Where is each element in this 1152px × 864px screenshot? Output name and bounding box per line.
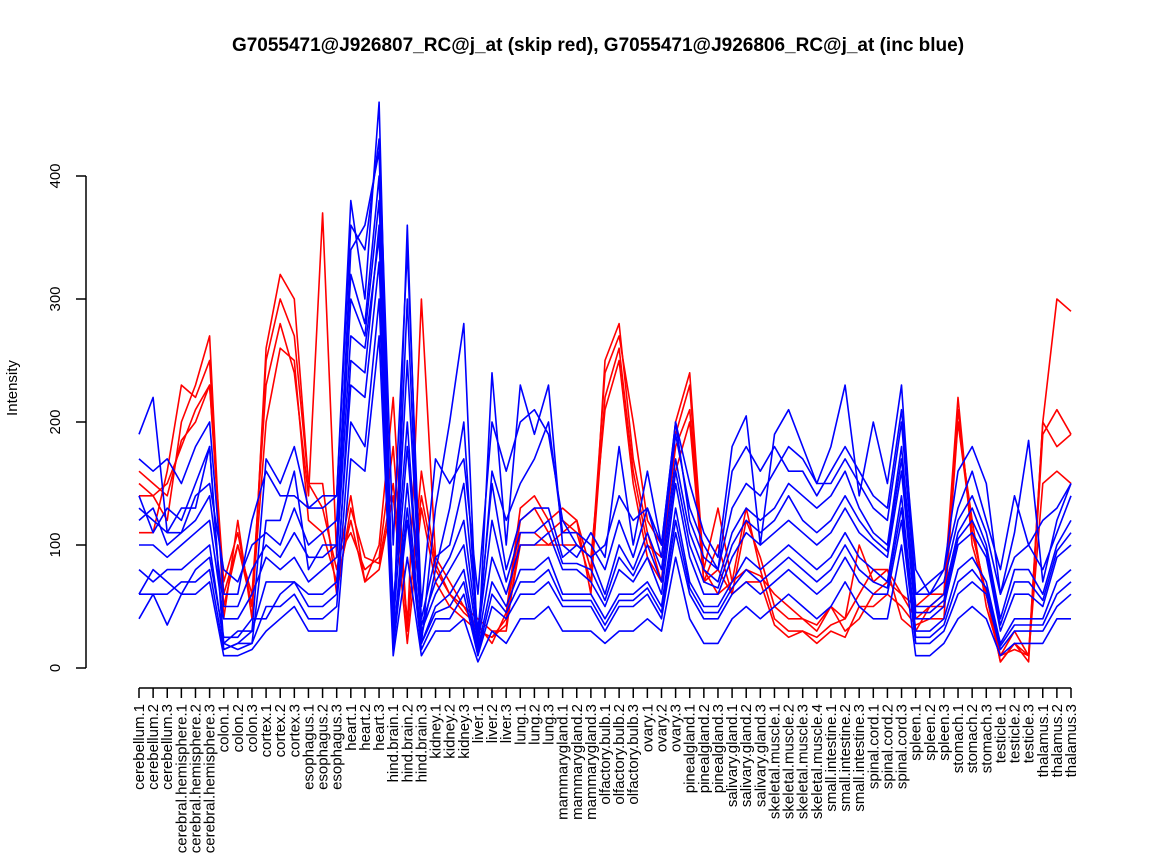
x-tick-label: cortex.1 (258, 704, 275, 757)
x-tick-label: skeletal.muscle.4 (809, 704, 826, 819)
y-ticks: 0 100 200 300 400 (47, 163, 86, 672)
x-tick-label: cerebral.hemisphere.2 (187, 704, 204, 853)
x-tick-label: small.intestine.2 (837, 704, 854, 812)
x-tick-label: liver.1 (470, 704, 487, 743)
x-tick-label: thalamus.2 (1049, 704, 1066, 777)
x-tick-label: ovary.1 (639, 704, 656, 752)
x-tick-label: stomach.2 (964, 704, 981, 773)
inc-blue-series-line-12 (138, 335, 1071, 663)
inc-blue-series-line-9 (139, 236, 1072, 645)
x-tick-label: skeletal.muscle.1 (766, 704, 783, 819)
x-tick-label: cerebellum.2 (145, 704, 162, 790)
skip-red-series-line-4 (139, 347, 1072, 657)
x-tick-label: spinal.cord.2 (879, 704, 896, 789)
x-tick-label: colon.1 (216, 704, 233, 752)
x-tick-label: spleen.1 (908, 704, 925, 761)
x-tick-label: cerebellum.1 (131, 704, 148, 790)
x-tick-label: thalamus.1 (1035, 704, 1052, 777)
x-tick-label: salivary.gland.3 (752, 704, 769, 807)
x-tick-label: kidney.2 (442, 704, 459, 759)
x-tick-label: cortex.2 (272, 704, 289, 757)
series-layer (138, 101, 1072, 663)
y-tick-label: 400 (47, 163, 64, 188)
x-tick-label: salivary.gland.2 (738, 704, 755, 807)
y-tick-label: 300 (47, 286, 64, 311)
x-tick-label: spinal.cord.3 (894, 704, 911, 789)
x-tick-label: testicle.1 (992, 704, 1009, 763)
x-tick-label: esophagus.1 (300, 704, 317, 790)
x-tick-label: colon.2 (230, 704, 247, 752)
inc-blue-series-line-13 (138, 224, 1072, 655)
x-tick-label: cerebral.hemisphere.3 (202, 704, 219, 853)
x-tick-label: spinal.cord.1 (865, 704, 882, 789)
x-tick-label: ovary.3 (668, 704, 685, 752)
y-tick-label: 200 (47, 409, 64, 434)
x-tick-label: heart.1 (343, 704, 360, 751)
x-tick-label: olfactory.bulb.2 (611, 704, 628, 805)
x-tick-label: mammarygland.2 (569, 704, 586, 820)
x-tick-label: salivary.gland.1 (724, 704, 741, 807)
x-tick-label: cerebellum.3 (159, 704, 176, 790)
x-tick-label: esophagus.3 (329, 704, 346, 790)
x-tick-label: heart.3 (371, 704, 388, 751)
x-tick-label: hind.brain.1 (385, 704, 402, 782)
x-tick-label: kidney.3 (456, 704, 473, 759)
x-tick-label: lung.3 (541, 704, 558, 745)
x-tick-label: liver.3 (498, 704, 515, 743)
x-tick-label: spleen.3 (936, 704, 953, 761)
inc-blue-series-line-7 (138, 150, 1072, 651)
x-tick-label: testicle.2 (1007, 704, 1024, 763)
x-tick-label: olfactory.bulb.1 (597, 704, 614, 805)
x-tick-label: lung.1 (512, 704, 529, 745)
x-tick-label: pinealgland.3 (710, 704, 727, 793)
x-ticks: cerebellum.1cerebellum.2cerebellum.3cere… (131, 688, 1080, 853)
x-tick-label: colon.3 (244, 704, 261, 752)
x-tick-label: cerebral.hemisphere.1 (173, 704, 190, 853)
x-tick-label: thalamus.3 (1063, 704, 1080, 777)
x-tick-label: skeletal.muscle.2 (781, 704, 798, 819)
y-axis-label: Intensity (4, 360, 21, 416)
x-tick-label: testicle.3 (1021, 704, 1038, 763)
x-tick-label: stomach.1 (950, 704, 967, 773)
inc-blue-series-line-11 (139, 298, 1072, 657)
x-tick-label: esophagus.2 (315, 704, 332, 790)
x-tick-label: skeletal.muscle.3 (795, 704, 812, 819)
x-tick-label: mammarygland.3 (583, 704, 600, 820)
y-tick-label: 0 (47, 664, 64, 672)
inc-blue-series-line-14 (138, 199, 1072, 639)
chart-title: G7055471@J926807_RC@j_at (skip red), G70… (232, 35, 964, 56)
x-tick-label: stomach.3 (978, 704, 995, 773)
x-tick-label: kidney.1 (428, 704, 445, 759)
x-tick-label: olfactory.bulb.3 (625, 704, 642, 805)
x-tick-label: small.intestine.3 (851, 704, 868, 812)
x-tick-label: pinealgland.1 (682, 704, 699, 793)
x-tick-label: hind.brain.2 (399, 704, 416, 782)
x-tick-label: spleen.2 (922, 704, 939, 761)
x-tick-label: liver.2 (484, 704, 501, 743)
inc-blue-series-line-6 (138, 138, 1072, 608)
x-tick-label: lung.2 (526, 704, 543, 745)
y-tick-label: 100 (47, 532, 64, 557)
x-tick-label: small.intestine.1 (823, 704, 840, 812)
x-tick-label: cortex.3 (286, 704, 303, 757)
x-tick-label: ovary.2 (653, 704, 670, 752)
x-tick-label: pinealgland.2 (696, 704, 713, 793)
x-tick-label: mammarygland.1 (555, 704, 572, 820)
x-tick-label: heart.2 (357, 704, 374, 751)
x-tick-label: hind.brain.3 (413, 704, 430, 782)
